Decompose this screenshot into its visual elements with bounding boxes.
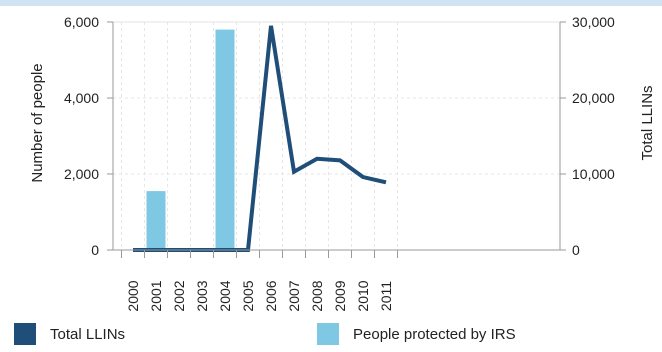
x-tick-label: 2011 <box>378 281 394 311</box>
x-tick-label: 2000 <box>125 280 141 311</box>
y-tick-label: 2,000 <box>64 166 99 182</box>
x-tick-label: 2007 <box>286 280 302 311</box>
y2-tick-label: 0 <box>572 242 580 258</box>
header-strip <box>0 0 662 6</box>
legend-swatch-total-llins <box>14 323 36 345</box>
plot-frame <box>113 22 560 250</box>
x-tick-label: 2008 <box>309 280 325 311</box>
legend-item-irs: People protected by IRS <box>317 324 516 344</box>
x-tick-label: 2002 <box>171 280 187 311</box>
x-tick-label: 2001 <box>148 280 164 311</box>
legend-label-irs: People protected by IRS <box>353 326 516 343</box>
y-tick-label: 0 <box>91 242 99 258</box>
legend-label-total-llins: Total LLINs <box>50 326 125 343</box>
y2-tick-label: 30,000 <box>572 14 615 30</box>
bar-irs-2004 <box>216 30 235 250</box>
x-tick-label: 2009 <box>332 280 348 311</box>
y2-axis-title: Total LLINs <box>639 85 656 160</box>
y-tick-label: 4,000 <box>64 90 99 106</box>
y2-tick-label: 10,000 <box>572 166 615 182</box>
bar-irs-2001 <box>147 191 166 250</box>
x-tick-label: 2005 <box>240 280 256 311</box>
legend-item-total-llins: Total LLINs <box>14 324 125 344</box>
x-tick-label: 2004 <box>217 280 233 311</box>
x-tick-label: 2006 <box>263 280 279 311</box>
x-tick-label: 2003 <box>194 280 210 311</box>
x-tick-label: 2010 <box>355 280 371 311</box>
legend-swatch-irs <box>317 323 339 345</box>
y-tick-label: 6,000 <box>64 14 99 30</box>
y-axis-title: Number of people <box>29 63 46 182</box>
y2-tick-label: 20,000 <box>572 90 615 106</box>
